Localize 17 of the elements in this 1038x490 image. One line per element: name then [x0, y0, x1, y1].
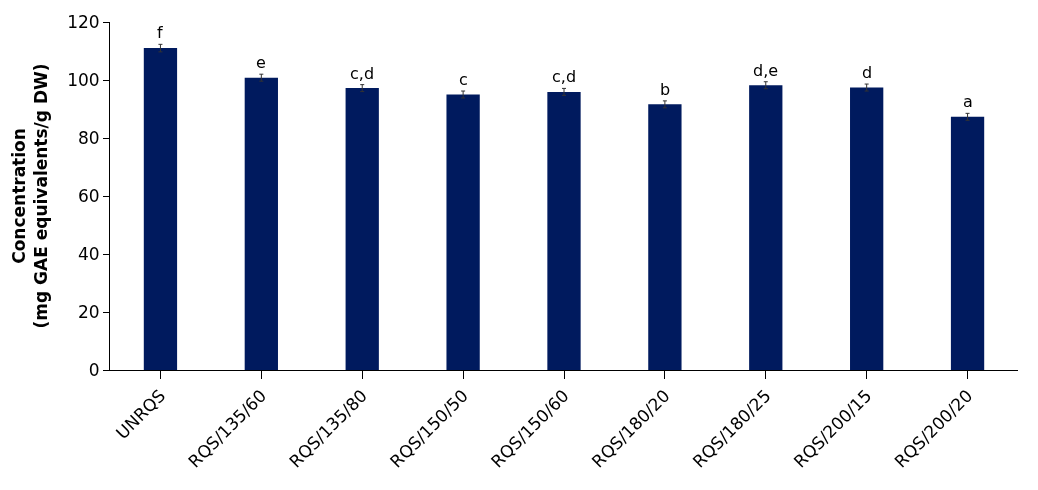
annotation: e — [256, 53, 266, 72]
y-tick-label: 0 — [88, 359, 100, 380]
annotation: c,d — [350, 64, 375, 83]
annotation: b — [660, 80, 671, 99]
y-tick-label: 40 — [77, 243, 100, 264]
annotation: d — [862, 63, 873, 82]
y-tick-label: 60 — [77, 185, 100, 206]
y-tick-label: 20 — [77, 301, 100, 322]
annotation: c,d — [552, 67, 577, 86]
y-tick-label: 80 — [77, 127, 100, 148]
y-tick-label: 120 — [67, 11, 100, 32]
annotation: c — [459, 70, 468, 89]
y-axis-title: Concentration (mg GAE equivalents/g DW) — [8, 63, 51, 329]
annotation: a — [963, 92, 973, 111]
annotation: f — [157, 23, 163, 42]
y-tick-label: 100 — [67, 69, 100, 90]
annotation: d,e — [753, 61, 779, 80]
